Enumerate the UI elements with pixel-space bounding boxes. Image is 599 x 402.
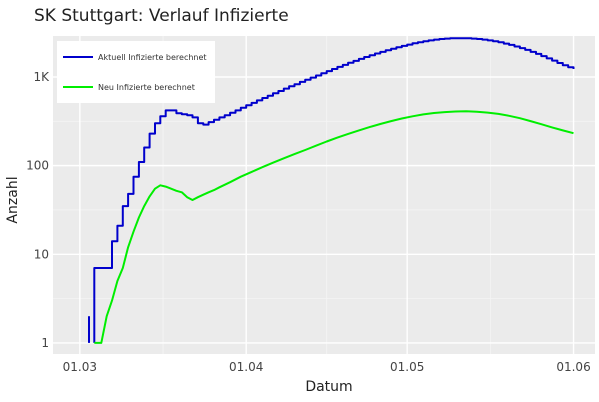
grid: [53, 36, 595, 354]
y-tick-label: 100: [26, 159, 49, 173]
tick-labels: 01.03 01.04 01.05 01.06 1 10 100 1K: [26, 70, 591, 374]
x-axis-title: Datum: [305, 379, 352, 395]
series-layer: [88, 37, 575, 344]
chart-title: SK Stuttgart: Verlauf Infizierte: [34, 6, 289, 26]
y-tick-label: 1: [41, 336, 49, 350]
x-tick-label: 01.03: [63, 360, 97, 374]
legend-label: Aktuell Infizierte berechnet: [98, 53, 207, 62]
series-line-1: [93, 37, 575, 343]
x-tick-label: 01.05: [390, 360, 424, 374]
series-line-2: [94, 110, 574, 344]
legend-box: [57, 41, 215, 103]
x-tick-label: 01.04: [229, 360, 263, 374]
y-tick-label: 10: [34, 247, 49, 261]
legend-label: Neu Infizierte berechnet: [98, 83, 195, 92]
y-axis-title: Anzahl: [5, 176, 21, 223]
y-tick-label: 1K: [33, 70, 50, 84]
legend: Aktuell Infizierte berechnet Neu Infizier…: [57, 41, 215, 103]
x-tick-label: 01.06: [556, 360, 590, 374]
